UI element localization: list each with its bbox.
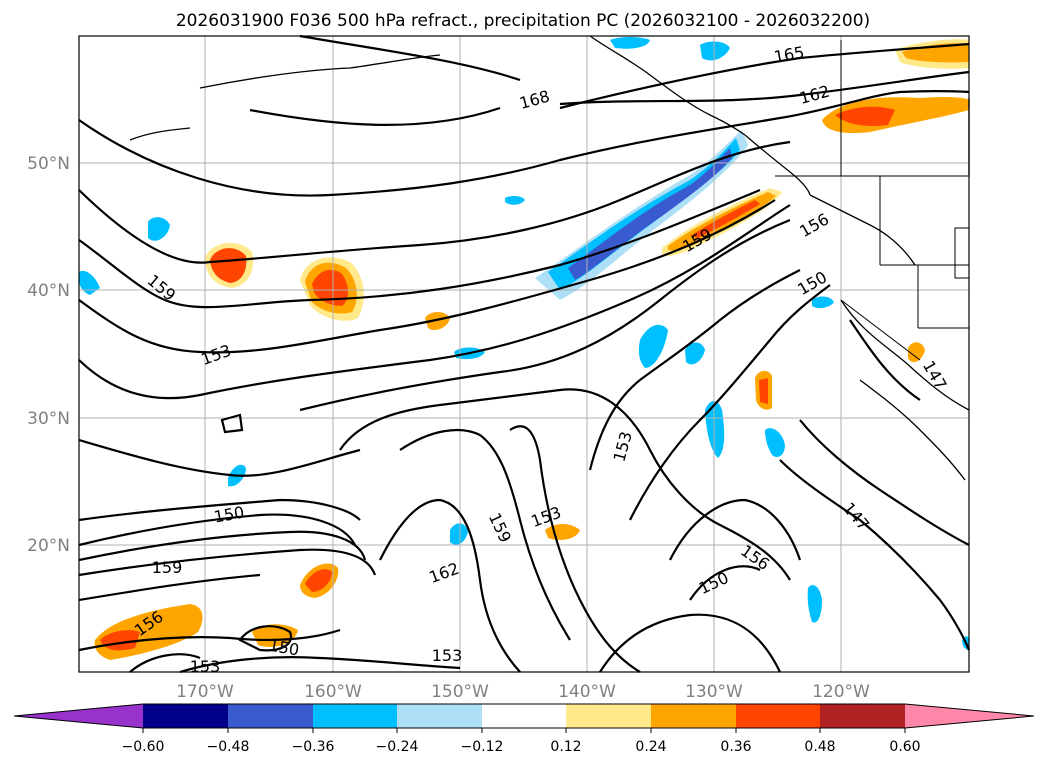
colorbar-tick-label: −0.48 bbox=[207, 739, 250, 755]
colorbar-segment bbox=[397, 704, 482, 728]
map-background bbox=[79, 36, 969, 672]
colorbar-segment bbox=[482, 704, 566, 728]
colorbar-tick-label: 0.36 bbox=[720, 739, 751, 755]
map-frame bbox=[78, 35, 970, 673]
colorbar-tick-label: −0.36 bbox=[292, 739, 335, 755]
colorbar-tick-label: 0.48 bbox=[804, 739, 835, 755]
colorbar-segment bbox=[736, 704, 820, 728]
colorbar-extend-high bbox=[905, 704, 1034, 728]
contour-label: 153 bbox=[432, 646, 463, 665]
colorbar-segment bbox=[820, 704, 905, 728]
lon-label: 160°W bbox=[304, 682, 362, 702]
contour-label: 153 bbox=[190, 657, 221, 676]
latitude-labels: 50°N 40°N 30°N 20°N bbox=[27, 154, 70, 556]
colorbar-extend-low bbox=[14, 704, 143, 728]
colorbar-segment bbox=[651, 704, 736, 728]
colorbar: −0.60 −0.48 −0.36 −0.24 −0.12 0.12 0.24 … bbox=[13, 703, 1035, 755]
lat-label: 20°N bbox=[27, 536, 70, 556]
colorbar-tick-label: 0.60 bbox=[889, 739, 920, 755]
colorbar-segment bbox=[313, 704, 397, 728]
colorbar-tick-label: 0.12 bbox=[550, 739, 581, 755]
contour-label: 159 bbox=[152, 558, 183, 577]
lon-label: 120°W bbox=[812, 682, 870, 702]
colorbar-ticks bbox=[142, 728, 906, 733]
lon-label: 150°W bbox=[431, 682, 489, 702]
refractivity-contours bbox=[78, 34, 971, 674]
figure-title: 2026031900 F036 500 hPa refract., precip… bbox=[176, 11, 870, 31]
lat-label: 50°N bbox=[27, 154, 70, 174]
colorbar-tick-label: −0.12 bbox=[461, 739, 504, 755]
colorbar-segment bbox=[228, 704, 313, 728]
colorbar-segment bbox=[143, 704, 228, 728]
lon-label: 170°W bbox=[176, 682, 234, 702]
lon-label: 140°W bbox=[558, 682, 616, 702]
coastlines bbox=[129, 35, 970, 481]
colorbar-tick-label: 0.24 bbox=[635, 739, 666, 755]
colorbar-segment bbox=[566, 704, 651, 728]
lat-label: 40°N bbox=[27, 281, 70, 301]
colorbar-tick-label: −0.24 bbox=[376, 739, 419, 755]
lon-label: 130°W bbox=[685, 682, 743, 702]
lat-label: 30°N bbox=[27, 409, 70, 429]
map-plot-area: 165 162 168 159 156 150 159 153 147 153 … bbox=[78, 34, 971, 676]
colorbar-tick-label: −0.60 bbox=[122, 739, 165, 755]
longitude-labels: 170°W 160°W 150°W 140°W 130°W 120°W bbox=[176, 682, 870, 702]
